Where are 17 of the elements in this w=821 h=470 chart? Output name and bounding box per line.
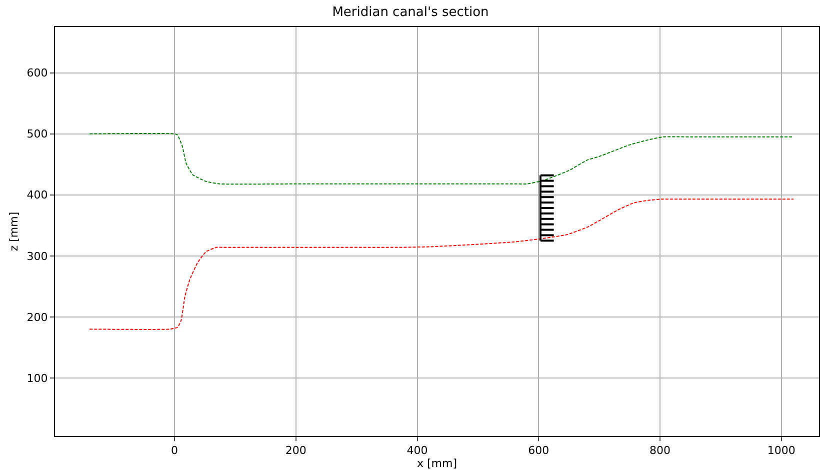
y-tick-label: 100 <box>26 372 48 385</box>
x-tick-label: 0 <box>171 444 178 458</box>
x-tick-label: 1000 <box>767 444 796 458</box>
line-series <box>89 198 794 330</box>
y-tick-label: 200 <box>26 310 48 324</box>
y-tick-label: 400 <box>26 188 48 202</box>
y-tick-label: 600 <box>26 66 48 80</box>
line-series <box>89 132 794 185</box>
x-tick-label: 400 <box>406 444 428 458</box>
x-axis-title: x [mm] <box>416 457 458 470</box>
y-tick-label: 500 <box>26 128 48 141</box>
y-axis-title: z [mm] <box>7 212 20 252</box>
y-tick-label: 300 <box>26 250 48 263</box>
x-tick-label: 800 <box>650 444 671 458</box>
x-tick-label: 600 <box>528 444 550 458</box>
chart-title: Meridian canal's section <box>332 5 489 20</box>
x-tick-label: 200 <box>285 444 306 458</box>
